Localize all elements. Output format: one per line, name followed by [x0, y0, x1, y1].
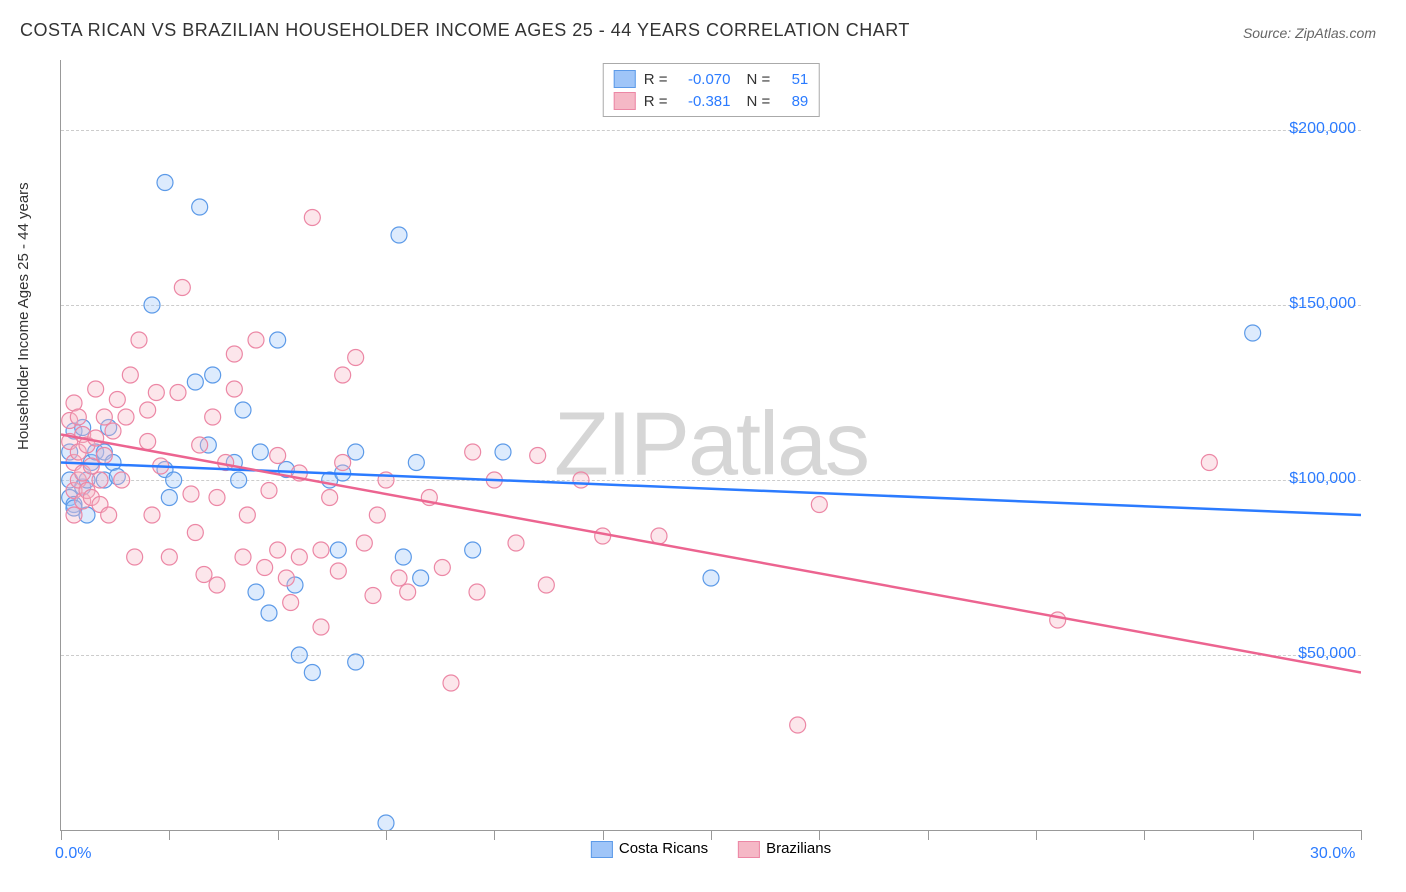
legend-r-value: -0.070 — [676, 71, 731, 88]
legend-r-label: R = — [644, 93, 668, 110]
series-legend: Costa Ricans Brazilians — [591, 840, 831, 858]
x-tick — [711, 830, 712, 840]
legend-row: R = -0.070 N = 51 — [614, 68, 809, 90]
x-tick — [928, 830, 929, 840]
legend-n-label: N = — [747, 93, 771, 110]
x-tick — [1144, 830, 1145, 840]
x-tick — [1253, 830, 1254, 840]
legend-n-label: N = — [747, 71, 771, 88]
x-tick — [278, 830, 279, 840]
x-tick — [61, 830, 62, 840]
legend-item: Costa Ricans — [591, 840, 708, 858]
x-tick — [1036, 830, 1037, 840]
legend-swatch — [591, 841, 613, 858]
legend-label: Costa Ricans — [619, 840, 708, 857]
y-axis-label: Householder Income Ages 25 - 44 years — [15, 182, 32, 450]
legend-r-value: -0.381 — [676, 93, 731, 110]
legend-n-value: 51 — [778, 71, 808, 88]
legend-swatch — [738, 841, 760, 858]
legend-swatch — [614, 92, 636, 110]
x-axis-max-label: 30.0% — [1310, 845, 1355, 863]
plot-area: ZIPatlas R =-0.070N =51R =-0.381N =89 Co… — [60, 60, 1361, 831]
legend-item: Brazilians — [738, 840, 831, 858]
x-tick — [169, 830, 170, 840]
x-tick — [1361, 830, 1362, 840]
x-tick — [819, 830, 820, 840]
legend-swatch — [614, 70, 636, 88]
source-label: Source: ZipAtlas.com — [1243, 25, 1376, 41]
chart-title: COSTA RICAN VS BRAZILIAN HOUSEHOLDER INC… — [20, 20, 910, 41]
x-tick — [603, 830, 604, 840]
legend-row: R = -0.381 N = 89 — [614, 90, 809, 112]
legend-r-label: R = — [644, 71, 668, 88]
x-tick — [386, 830, 387, 840]
legend-n-value: 89 — [778, 93, 808, 110]
correlation-legend: R = -0.070 N = 51 R = -0.381 N = 89 — [603, 63, 820, 117]
regression-line — [61, 435, 1361, 673]
legend-label: Brazilians — [766, 840, 831, 857]
regression-lines — [61, 60, 1361, 830]
x-tick — [494, 830, 495, 840]
x-axis-min-label: 0.0% — [55, 845, 91, 863]
